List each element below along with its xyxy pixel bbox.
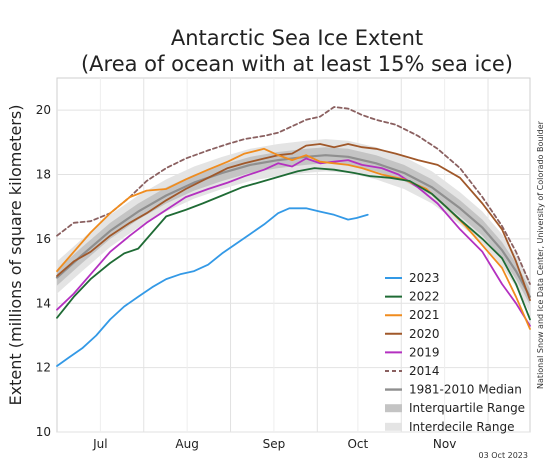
legend-label: 1981-2010 Median	[409, 383, 522, 397]
credit-text: National Snow and Ice Data Center, Unive…	[536, 120, 545, 389]
y-tick-label: 16	[36, 232, 51, 246]
series-line-2019	[56, 157, 531, 327]
y-tick-label: 12	[36, 361, 51, 375]
y-tick-label: 20	[36, 103, 51, 117]
legend-item: 1981-2010 Median	[385, 383, 522, 397]
legend-swatch	[385, 404, 402, 413]
legend-item: Interquartile Range	[385, 401, 525, 415]
legend-item: 2014	[385, 364, 440, 378]
x-tick-labels: Jul Aug Sep Oct Nov	[92, 437, 456, 451]
legend-label: 2022	[409, 290, 440, 304]
x-tick-label: Aug	[175, 437, 198, 451]
y-tick-label: 18	[36, 168, 51, 182]
y-tick-labels: 10 12 14 16 18 20	[36, 103, 51, 439]
legend-label: 2023	[409, 271, 440, 285]
x-tick-label: Oct	[347, 437, 368, 451]
grid	[57, 78, 530, 433]
x-tick-label: Jul	[92, 437, 107, 451]
band-interquartile-range	[57, 147, 530, 305]
plot-area	[56, 77, 531, 433]
legend-item: 2023	[385, 271, 440, 285]
series-line-2020	[56, 143, 531, 302]
y-tick-label: 10	[36, 425, 51, 439]
series-line-2022	[56, 167, 531, 321]
x-tick-label: Nov	[433, 437, 456, 451]
series-lines	[55, 106, 532, 367]
date-stamp: 03 Oct 2023	[479, 451, 528, 460]
legend: 2023 2022 2021 2020 2019 2014 1981-2010 Median…	[385, 271, 525, 434]
legend-item: 2020	[385, 327, 440, 341]
series-line-1981-2010-median	[55, 154, 532, 298]
chart-title-line2: (Area of ocean with at least 15% sea ice…	[81, 52, 513, 76]
legend-label: Interquartile Range	[409, 401, 525, 415]
series-line-2023	[56, 207, 369, 367]
legend-item: Interdecile Range	[385, 420, 514, 434]
chart-title-line1: Antarctic Sea Ice Extent	[171, 26, 423, 50]
series-line-2014	[56, 106, 531, 285]
legend-item: 2021	[385, 308, 440, 322]
legend-item: 2019	[385, 345, 440, 359]
legend-label: Interdecile Range	[409, 420, 514, 434]
legend-label: 2020	[409, 327, 440, 341]
legend-swatch	[385, 422, 402, 431]
legend-label: 2019	[409, 345, 440, 359]
y-axis-label: Extent (millions of square kilometers)	[6, 105, 25, 406]
legend-label: 2014	[409, 364, 440, 378]
legend-item: 2022	[385, 290, 440, 304]
y-tick-label: 14	[36, 296, 51, 310]
x-tick-label: Sep	[263, 437, 286, 451]
legend-label: 2021	[409, 308, 440, 322]
